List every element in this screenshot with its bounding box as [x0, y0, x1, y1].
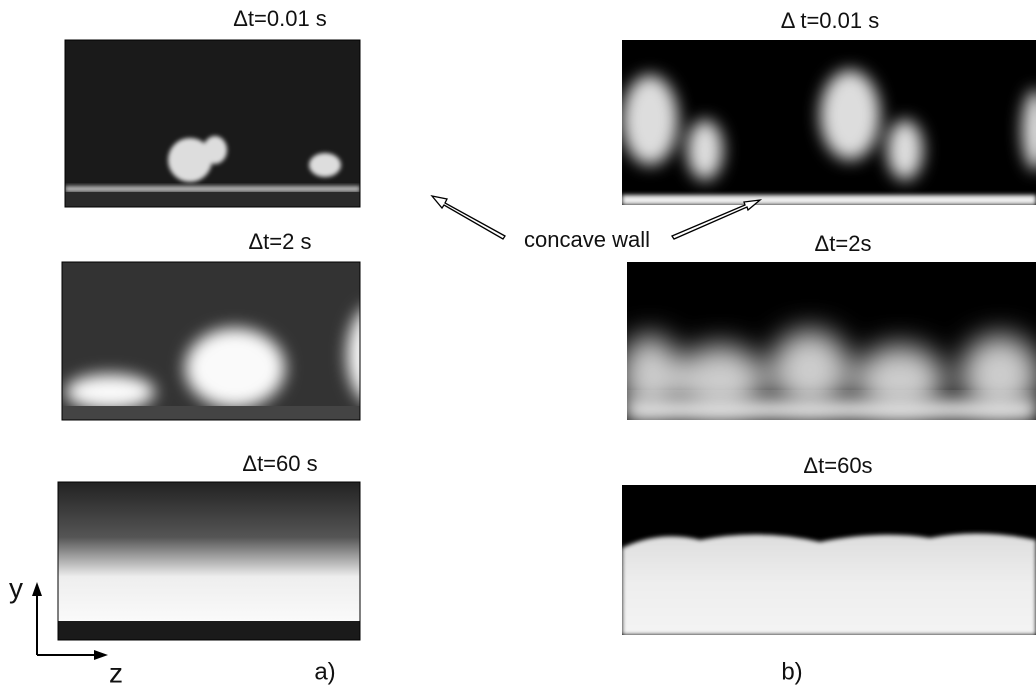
image-a3 [58, 482, 620, 660]
caption: a) [314, 658, 335, 685]
image-a1 [65, 40, 482, 207]
panel-label: Δt=60 s [242, 451, 317, 476]
annotation: concave wall [524, 227, 650, 252]
panel-label: Δt=60s [803, 453, 872, 478]
panel-label: Δt=2s [815, 231, 872, 256]
panel-label: Δ t=0.01 s [781, 8, 879, 33]
caption: b) [781, 658, 802, 685]
panel-label: Δt=0.01 s [233, 6, 327, 31]
image-b2 [620, 262, 1036, 420]
z-arrow-head [94, 650, 108, 660]
axis-label: y [9, 572, 23, 603]
image-b3 [622, 485, 1036, 635]
y-arrow-head [32, 582, 42, 596]
image-a2 [62, 262, 535, 420]
figure: Δt=0.01 s Δt=2 s Δt=60 s Δ t=0.01 s Δt=2… [0, 0, 1036, 688]
axis-label: z [109, 657, 123, 688]
panel-label: Δt=2 s [248, 229, 311, 254]
image-b1 [622, 40, 1036, 205]
